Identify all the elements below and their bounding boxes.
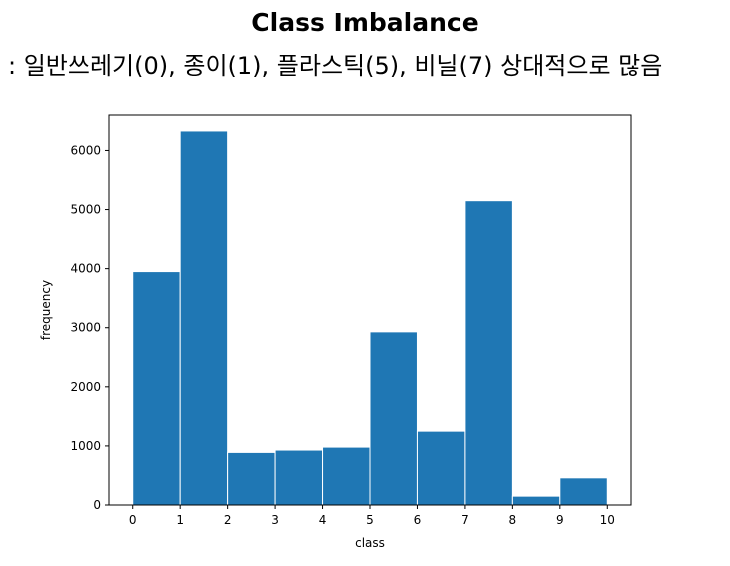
x-tick-label: 5	[366, 513, 374, 527]
bar-bin-2	[227, 451, 276, 506]
y-tick-label: 3000	[70, 321, 101, 335]
y-tick-label: 5000	[70, 203, 101, 217]
x-tick-label: 3	[271, 513, 279, 527]
y-tick-label: 6000	[70, 143, 101, 157]
x-tick-label: 0	[129, 513, 137, 527]
bar-bin-1	[179, 130, 229, 506]
y-tick-label: 0	[93, 498, 101, 512]
x-tick-label: 2	[224, 513, 232, 527]
bar-bin-9	[559, 477, 608, 506]
x-tick-label: 1	[176, 513, 184, 527]
x-axis-ticks: 0 1 2 3 4 5 6 7 8 9 10	[129, 505, 615, 527]
y-tick-label: 1000	[70, 439, 101, 453]
x-tick-label: 4	[319, 513, 327, 527]
bar-bin-3	[274, 449, 324, 506]
bar-bin-4	[322, 446, 371, 506]
x-tick-label: 8	[509, 513, 517, 527]
bar-bin-6	[416, 430, 466, 506]
x-axis-label: class	[355, 536, 385, 550]
slide-title: Class Imbalance	[251, 8, 479, 37]
bar-bin-8	[511, 495, 561, 506]
bar-bin-7	[464, 200, 513, 506]
bar-bin-5	[369, 331, 418, 506]
x-tick-label: 6	[414, 513, 422, 527]
y-axis-label: frequency	[39, 280, 53, 340]
y-tick-label: 4000	[70, 262, 101, 276]
slide-subtitle: : 일반쓰레기(0), 종이(1), 플라스틱(5), 비닐(7) 상대적으로 …	[8, 52, 663, 80]
y-axis-ticks: 0 1000 2000 3000 4000 5000 6000	[70, 143, 109, 512]
y-tick-label: 2000	[70, 380, 101, 394]
bar-bin-0	[132, 271, 181, 506]
x-tick-label: 9	[556, 513, 564, 527]
x-tick-label: 7	[461, 513, 469, 527]
x-tick-label: 10	[600, 513, 615, 527]
bars-group	[132, 130, 608, 506]
